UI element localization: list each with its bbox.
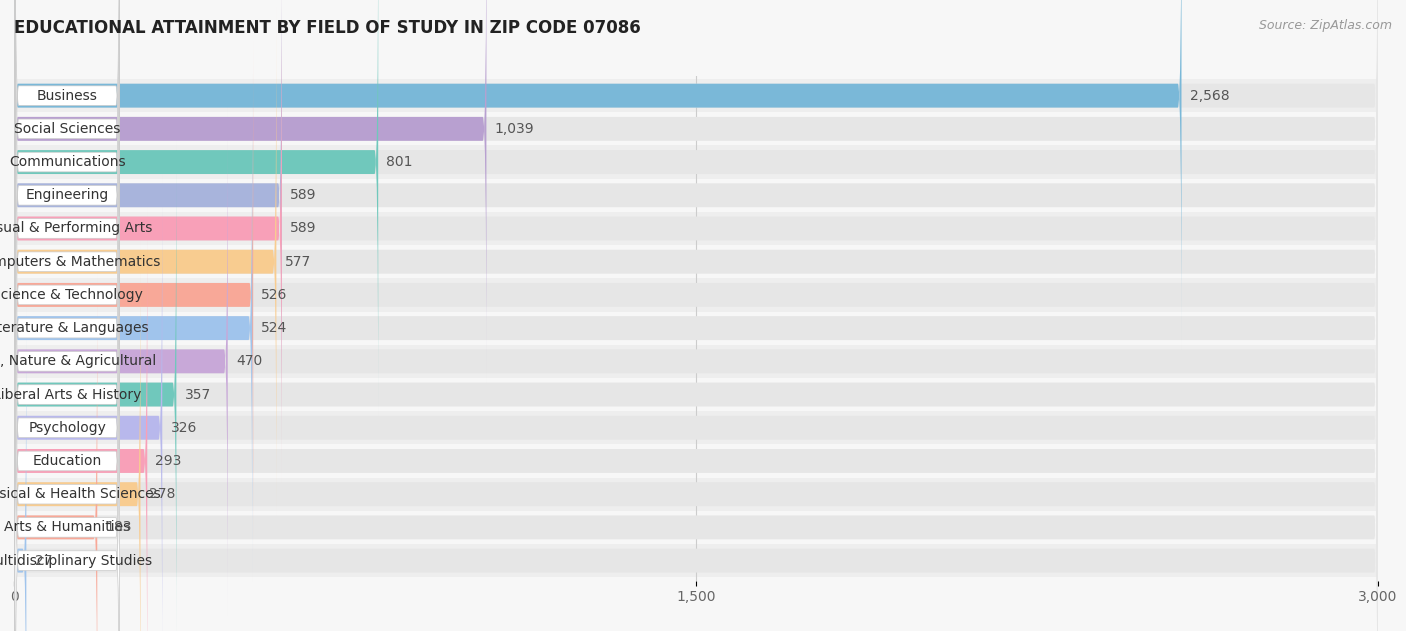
FancyBboxPatch shape — [14, 74, 252, 582]
FancyBboxPatch shape — [14, 0, 281, 449]
Bar — [14, 345, 1378, 378]
FancyBboxPatch shape — [14, 240, 141, 631]
FancyBboxPatch shape — [15, 72, 120, 584]
Text: 589: 589 — [290, 188, 316, 203]
FancyBboxPatch shape — [15, 0, 120, 418]
FancyBboxPatch shape — [14, 0, 1378, 382]
FancyBboxPatch shape — [14, 0, 1378, 350]
Bar — [14, 146, 1378, 179]
Text: Communications: Communications — [8, 155, 125, 169]
FancyBboxPatch shape — [15, 0, 120, 451]
Text: 589: 589 — [290, 221, 316, 235]
Text: Source: ZipAtlas.com: Source: ZipAtlas.com — [1258, 19, 1392, 32]
FancyBboxPatch shape — [15, 239, 120, 631]
FancyBboxPatch shape — [14, 108, 1378, 615]
FancyBboxPatch shape — [14, 141, 176, 631]
FancyBboxPatch shape — [14, 207, 148, 631]
Text: Education: Education — [32, 454, 101, 468]
Text: Multidisciplinary Studies: Multidisciplinary Studies — [0, 553, 152, 568]
FancyBboxPatch shape — [14, 0, 1378, 482]
Text: Liberal Arts & History: Liberal Arts & History — [0, 387, 142, 401]
Text: Engineering: Engineering — [25, 188, 108, 203]
Bar — [14, 444, 1378, 478]
Text: 326: 326 — [170, 421, 197, 435]
FancyBboxPatch shape — [15, 205, 120, 631]
Text: Business: Business — [37, 88, 97, 103]
FancyBboxPatch shape — [14, 207, 1378, 631]
Bar — [14, 79, 1378, 112]
FancyBboxPatch shape — [14, 0, 1378, 449]
FancyBboxPatch shape — [14, 0, 281, 482]
FancyBboxPatch shape — [14, 274, 1378, 631]
Text: Literature & Languages: Literature & Languages — [0, 321, 149, 335]
FancyBboxPatch shape — [14, 74, 1378, 582]
FancyBboxPatch shape — [14, 141, 1378, 631]
Text: 1,039: 1,039 — [495, 122, 534, 136]
FancyBboxPatch shape — [15, 6, 120, 517]
FancyBboxPatch shape — [14, 307, 27, 631]
FancyBboxPatch shape — [14, 41, 1378, 548]
Bar — [14, 278, 1378, 312]
FancyBboxPatch shape — [14, 274, 97, 631]
Bar — [14, 544, 1378, 577]
Text: Computers & Mathematics: Computers & Mathematics — [0, 255, 160, 269]
Text: 357: 357 — [184, 387, 211, 401]
Text: Psychology: Psychology — [28, 421, 107, 435]
FancyBboxPatch shape — [14, 307, 1378, 631]
Text: Visual & Performing Arts: Visual & Performing Arts — [0, 221, 152, 235]
FancyBboxPatch shape — [14, 174, 162, 631]
FancyBboxPatch shape — [15, 39, 120, 551]
Text: Arts & Humanities: Arts & Humanities — [4, 521, 131, 534]
Text: 470: 470 — [236, 355, 262, 369]
Bar — [14, 212, 1378, 245]
Text: 524: 524 — [260, 321, 287, 335]
FancyBboxPatch shape — [14, 8, 277, 516]
Text: Physical & Health Sciences: Physical & Health Sciences — [0, 487, 160, 501]
Text: EDUCATIONAL ATTAINMENT BY FIELD OF STUDY IN ZIP CODE 07086: EDUCATIONAL ATTAINMENT BY FIELD OF STUDY… — [14, 19, 641, 37]
Text: 278: 278 — [149, 487, 174, 501]
FancyBboxPatch shape — [15, 172, 120, 631]
Text: 801: 801 — [387, 155, 413, 169]
Bar — [14, 411, 1378, 444]
Text: 577: 577 — [284, 255, 311, 269]
FancyBboxPatch shape — [14, 240, 1378, 631]
FancyBboxPatch shape — [15, 305, 120, 631]
FancyBboxPatch shape — [15, 271, 120, 631]
FancyBboxPatch shape — [15, 0, 120, 485]
Bar — [14, 179, 1378, 212]
Text: Bio, Nature & Agricultural: Bio, Nature & Agricultural — [0, 355, 156, 369]
Text: Science & Technology: Science & Technology — [0, 288, 142, 302]
Text: 27: 27 — [35, 553, 52, 568]
FancyBboxPatch shape — [14, 174, 1378, 631]
FancyBboxPatch shape — [15, 0, 120, 351]
Text: 2,568: 2,568 — [1189, 88, 1229, 103]
Bar — [14, 478, 1378, 510]
FancyBboxPatch shape — [15, 0, 120, 385]
Bar — [14, 510, 1378, 544]
FancyBboxPatch shape — [14, 0, 378, 416]
FancyBboxPatch shape — [14, 0, 486, 382]
Text: Social Sciences: Social Sciences — [14, 122, 121, 136]
FancyBboxPatch shape — [14, 0, 1378, 416]
FancyBboxPatch shape — [14, 41, 253, 548]
Text: 293: 293 — [156, 454, 181, 468]
Text: 526: 526 — [262, 288, 288, 302]
Bar — [14, 245, 1378, 278]
Bar — [14, 112, 1378, 146]
FancyBboxPatch shape — [14, 0, 1181, 350]
FancyBboxPatch shape — [14, 108, 228, 615]
FancyBboxPatch shape — [15, 105, 120, 617]
FancyBboxPatch shape — [14, 8, 1378, 516]
FancyBboxPatch shape — [15, 139, 120, 631]
Bar — [14, 312, 1378, 345]
Bar — [14, 378, 1378, 411]
Text: 183: 183 — [105, 521, 132, 534]
